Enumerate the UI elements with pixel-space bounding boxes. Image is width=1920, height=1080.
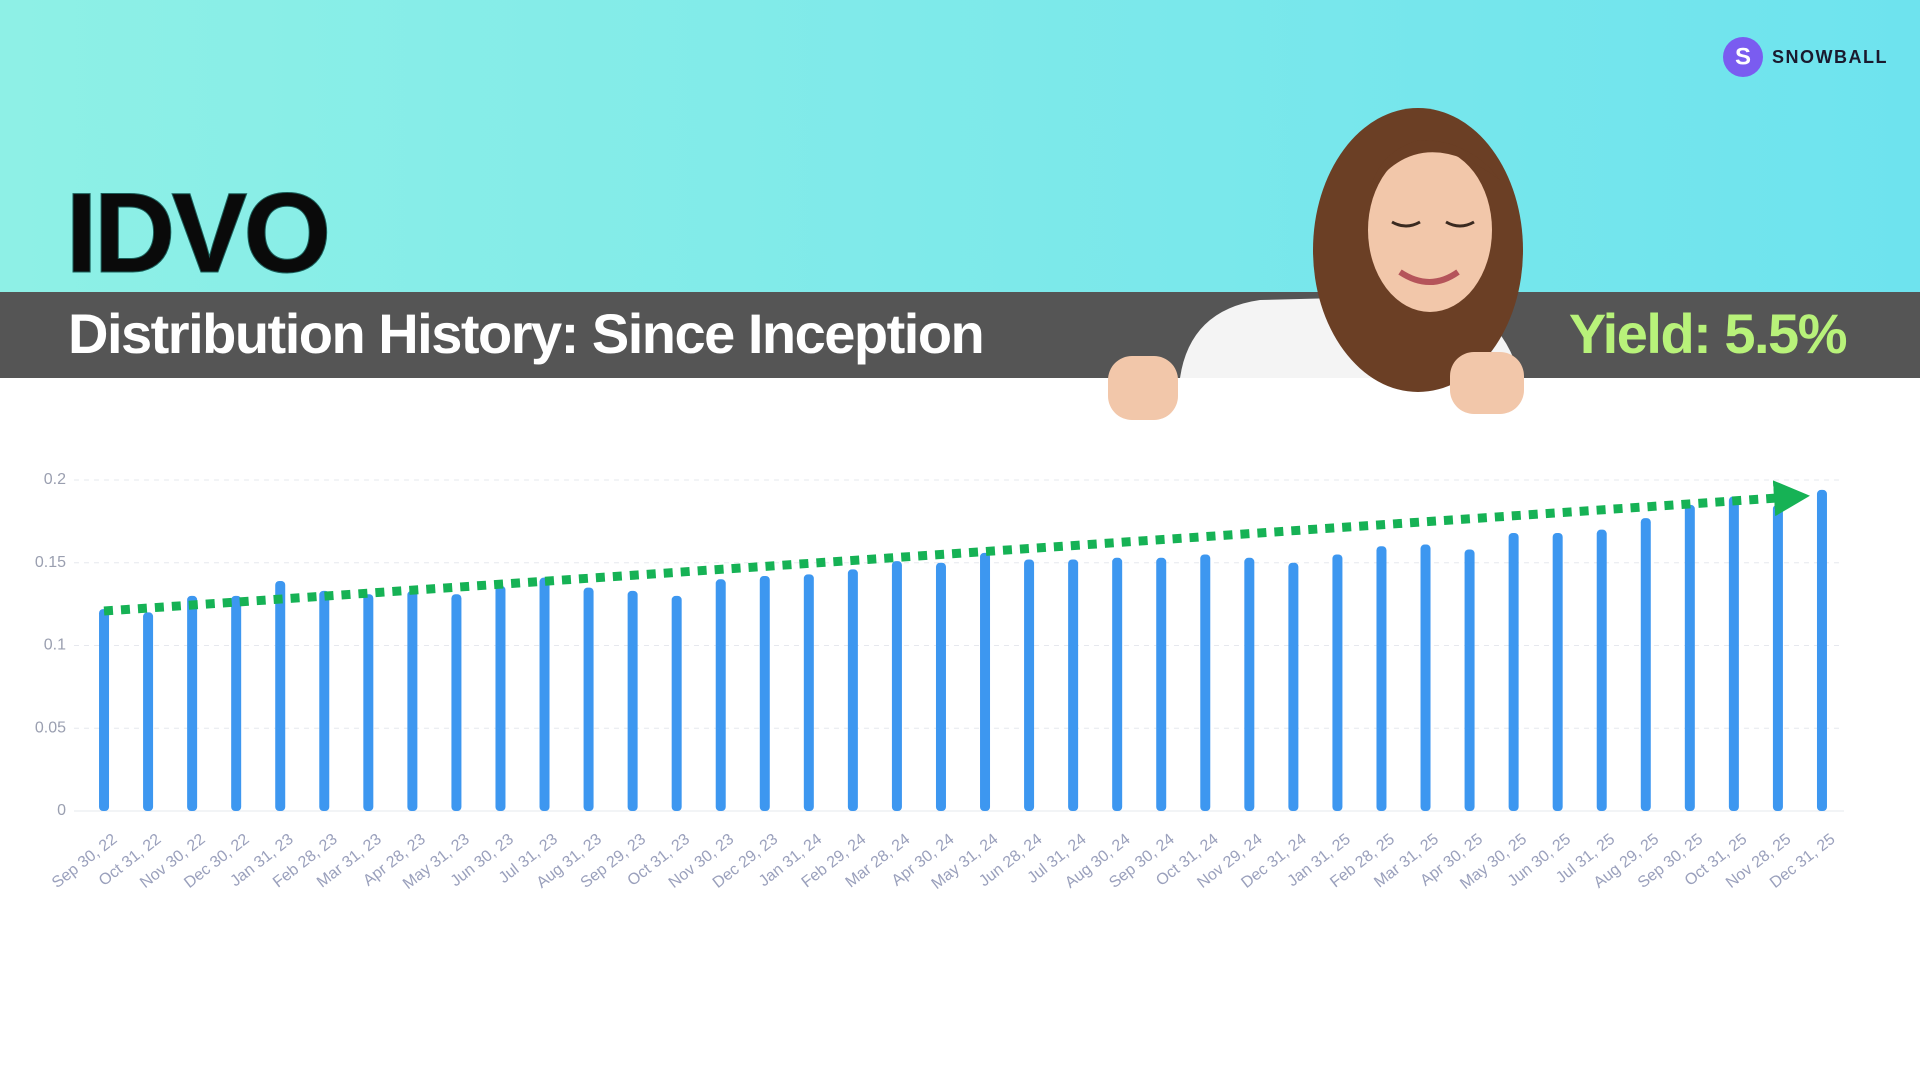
bar — [1420, 544, 1431, 811]
bar — [1464, 549, 1475, 811]
bar — [495, 585, 506, 811]
bar — [275, 580, 286, 811]
bar — [715, 579, 726, 811]
title-band — [0, 292, 1920, 378]
bar — [1288, 562, 1299, 811]
bar — [1728, 496, 1739, 811]
bar — [319, 590, 330, 811]
brand-logo: S SNOWBALL — [1723, 37, 1888, 77]
bar — [627, 590, 638, 811]
person-illustration — [1108, 108, 1524, 420]
brand-name: SNOWBALL — [1772, 47, 1888, 67]
bar — [671, 595, 682, 811]
bar — [1332, 554, 1343, 811]
bar — [1772, 504, 1783, 811]
bar — [1552, 532, 1563, 811]
bar — [759, 575, 770, 811]
chart-subtitle: Distribution History: Since Inception — [68, 302, 983, 365]
bar — [187, 595, 198, 811]
bar — [1244, 557, 1255, 811]
bar — [803, 574, 814, 811]
bar — [891, 561, 902, 811]
y-tick-label: 0.15 — [35, 554, 66, 571]
bar — [1684, 504, 1695, 811]
logo-initial: S — [1735, 43, 1751, 70]
bar — [539, 577, 550, 811]
logo-circle — [1723, 37, 1763, 77]
y-tick-label: 0 — [57, 802, 66, 819]
bar — [583, 587, 594, 811]
bar — [1024, 559, 1035, 811]
bar — [1068, 559, 1079, 811]
chart-title: IDVO — [66, 171, 328, 296]
bar — [1376, 546, 1387, 811]
bar — [935, 562, 946, 811]
bar — [1156, 557, 1167, 811]
bar — [1112, 557, 1123, 811]
trend-arrow — [103, 480, 1810, 616]
yield-annotation: Yield: 5.5% — [1569, 302, 1847, 365]
bar — [143, 612, 154, 811]
bar — [1508, 532, 1519, 811]
header-background — [0, 0, 1920, 292]
bar — [1596, 529, 1607, 811]
y-tick-label: 0.1 — [44, 637, 66, 654]
bar — [847, 569, 858, 811]
bar — [363, 594, 374, 811]
bar — [231, 595, 242, 811]
bar — [407, 590, 418, 811]
bar — [99, 609, 110, 811]
bar — [1200, 554, 1211, 811]
y-tick-label: 0.2 — [44, 471, 66, 488]
y-tick-label: 0.05 — [35, 719, 66, 736]
bar — [451, 594, 462, 811]
bar — [980, 552, 991, 811]
bar — [1640, 518, 1651, 811]
bar — [1816, 489, 1827, 811]
